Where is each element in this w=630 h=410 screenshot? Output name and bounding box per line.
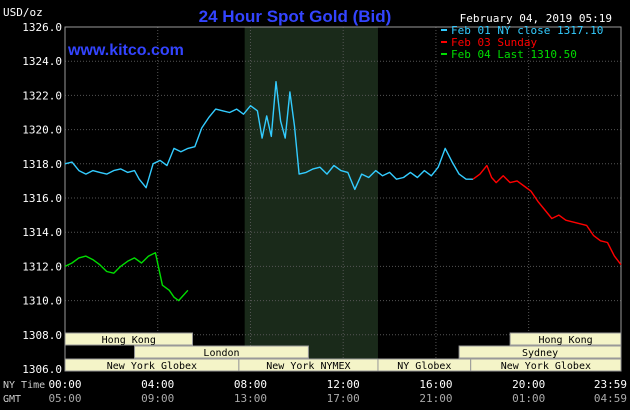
x-tick-ny-label: 00:00 — [48, 378, 81, 391]
session-bar — [134, 345, 309, 359]
y-tick-label: 1326.0 — [22, 21, 62, 34]
y-tick-label: 1312.0 — [22, 260, 62, 273]
x-tick-gmt-label: 05:00 — [48, 392, 81, 405]
session-bar — [458, 345, 622, 359]
session-label: New York NYMEX — [266, 361, 350, 372]
session-label: Hong Kong — [538, 335, 592, 346]
ny-time-row-label: NY Time — [3, 380, 45, 391]
y-tick-label: 1306.0 — [22, 363, 62, 376]
legend-entry: Feb 01 NY close 1317.10 — [451, 24, 603, 37]
grid-lines — [65, 27, 621, 369]
x-tick-gmt-label: 01:00 — [512, 392, 545, 405]
y-tick-label: 1318.0 — [22, 158, 62, 171]
legend-entry: Feb 04 Last 1310.50 — [451, 48, 577, 61]
session-bar — [470, 358, 622, 372]
unit-label: USD/oz — [3, 6, 43, 19]
legend-entry: Feb 03 Sunday — [451, 36, 537, 49]
session-label: Hong Kong — [102, 335, 156, 346]
x-tick-ny-label: 23:59 — [594, 378, 627, 391]
series-line-3 — [64, 251, 189, 302]
x-tick-gmt-label: 09:00 — [141, 392, 174, 405]
x-tick-ny-label: 20:00 — [512, 378, 545, 391]
session-label: Sydney — [522, 348, 558, 359]
y-tick-label: 1316.0 — [22, 192, 62, 205]
series-line-1 — [64, 80, 473, 191]
session-label: New York Globex — [107, 361, 197, 372]
x-tick-ny-label: 08:00 — [234, 378, 267, 391]
chart-title: 24 Hour Spot Gold (Bid) — [199, 7, 392, 26]
chart-datetime: February 04, 2019 05:19 — [460, 12, 612, 25]
session-label: NY Globex — [397, 361, 451, 372]
series-line-2 — [472, 164, 622, 266]
y-tick-label: 1310.0 — [22, 295, 62, 308]
session-label: New York Globex — [501, 361, 591, 372]
session-bar — [64, 332, 194, 346]
y-tick-label: 1322.0 — [22, 89, 62, 102]
price-series — [64, 80, 622, 302]
gmt-row-label: GMT — [3, 394, 21, 405]
x-tick-gmt-label: 13:00 — [234, 392, 267, 405]
x-tick-ny-label: 16:00 — [419, 378, 452, 391]
watermark-text: www.kitco.com — [67, 42, 184, 59]
y-tick-label: 1308.0 — [22, 329, 62, 342]
y-tick-label: 1324.0 — [22, 55, 62, 68]
x-tick-gmt-label: 17:00 — [327, 392, 360, 405]
x-tick-gmt-label: 21:00 — [419, 392, 452, 405]
x-tick-ny-label: 04:00 — [141, 378, 174, 391]
session-bar — [509, 332, 622, 346]
y-tick-labels: 1326.0 1324.0 1322.0 1320.0 1318.0 1316.0 1314… — [22, 21, 62, 376]
market-sessions: Hong Kong Hong Kong London Sydney New York G… — [64, 332, 622, 372]
session-label: London — [203, 348, 239, 359]
x-tick-gmt-label: 04:59 — [594, 392, 627, 405]
x-tick-ny-label: 12:00 — [327, 378, 360, 391]
y-tick-label: 1320.0 — [22, 124, 62, 137]
y-tick-label: 1314.0 — [22, 226, 62, 239]
